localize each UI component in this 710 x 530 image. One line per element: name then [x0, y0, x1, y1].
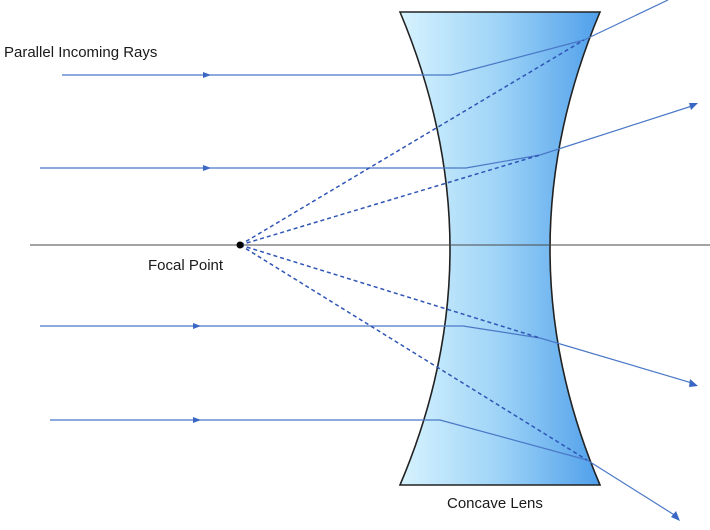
virtual-ray-2	[239, 154, 541, 246]
refracted-ray-inner-2	[465, 154, 541, 169]
triangle-arrow-icon	[671, 511, 680, 521]
emergent-ray-1	[583, 0, 669, 41]
emergent-ray-4	[586, 459, 677, 517]
virtual-ray-4	[239, 244, 588, 461]
refracted-ray-inner-1	[450, 39, 585, 76]
emergent-ray-2	[539, 105, 693, 156]
triangle-arrow-icon	[689, 379, 698, 387]
triangle-arrow-icon	[203, 165, 211, 171]
triangle-arrow-icon	[689, 103, 698, 110]
lens-label: Concave Lens	[447, 495, 543, 512]
concave-lens	[398, 11, 602, 486]
refracted-ray-inner-4	[439, 419, 588, 461]
incoming-rays-label: Parallel Incoming Rays	[4, 44, 157, 61]
emergent-ray-3	[539, 337, 693, 384]
triangle-arrow-icon	[193, 417, 201, 423]
refracted-ray-inner-3	[462, 325, 541, 339]
focal-point-label: Focal Point	[148, 257, 224, 274]
triangle-arrow-icon	[193, 323, 201, 329]
virtual-ray-1	[239, 39, 585, 246]
triangle-arrow-icon	[203, 72, 211, 78]
point-icon	[236, 241, 244, 249]
virtual-ray-3	[239, 244, 541, 339]
